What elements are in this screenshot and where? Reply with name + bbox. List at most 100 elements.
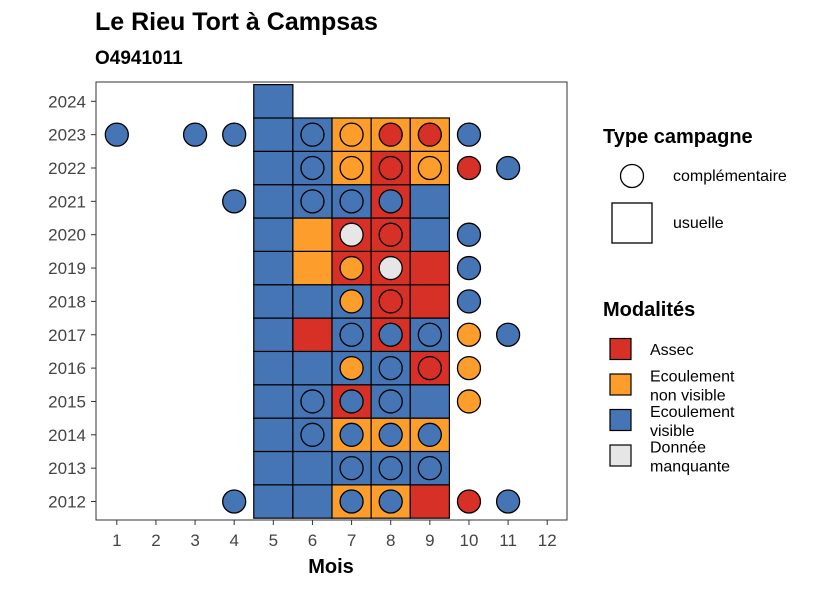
point-2012-8 bbox=[378, 489, 403, 514]
point-2012-7 bbox=[339, 489, 364, 514]
point-2017-7 bbox=[339, 322, 364, 347]
point-2012-10 bbox=[456, 489, 482, 514]
tile-2016-6 bbox=[292, 350, 333, 386]
y-tick-label: 2022 bbox=[48, 159, 86, 178]
tile-2014-5 bbox=[253, 417, 294, 453]
point-2021-7 bbox=[339, 189, 364, 214]
point-2014-7 bbox=[339, 422, 364, 447]
x-tick-label: 8 bbox=[386, 531, 395, 550]
point-2023-7 bbox=[339, 122, 364, 147]
point-2022-8 bbox=[378, 155, 403, 181]
legend-fill-title: Modalités bbox=[603, 299, 695, 321]
y-tick-label: 2014 bbox=[48, 426, 86, 445]
point-2014-8 bbox=[378, 422, 403, 447]
point-2022-10 bbox=[456, 155, 482, 181]
x-tick-label: 7 bbox=[347, 531, 356, 550]
point-2015-8 bbox=[378, 389, 403, 414]
point-2021-8 bbox=[378, 189, 403, 214]
point-2016-10 bbox=[456, 355, 482, 381]
point-2023-8 bbox=[378, 122, 403, 147]
point-2017-8 bbox=[378, 322, 403, 347]
point-2020-7 bbox=[339, 222, 364, 247]
tile-2018-6 bbox=[292, 284, 333, 319]
tile-2015-9 bbox=[409, 384, 451, 419]
legend-shape-title: Type campagne bbox=[603, 126, 753, 148]
point-2022-6 bbox=[300, 155, 325, 181]
legend-type-campagne: Type campagne complémentaire usuelle bbox=[603, 126, 787, 244]
point-2019-8 bbox=[378, 255, 403, 281]
tile-2019-9 bbox=[409, 250, 451, 286]
point-2013-8 bbox=[378, 455, 403, 481]
tile-2022-5 bbox=[253, 150, 294, 186]
point-2016-8 bbox=[378, 355, 403, 381]
y-tick-label: 2024 bbox=[48, 92, 86, 111]
x-tick-label: 4 bbox=[229, 531, 238, 550]
x-axis-label: Mois bbox=[308, 556, 354, 578]
y-tick-label: 2018 bbox=[48, 292, 86, 311]
point-2013-9 bbox=[417, 455, 442, 481]
x-tick-label: 11 bbox=[499, 531, 517, 550]
point-2017-11 bbox=[495, 322, 521, 347]
tile-2017-6 bbox=[292, 317, 333, 353]
point-2018-7 bbox=[339, 289, 364, 314]
point-2014-6 bbox=[300, 422, 325, 447]
y-tick-label: 2023 bbox=[48, 126, 86, 145]
legend-fill-key bbox=[609, 408, 632, 432]
y-tick-label: 2012 bbox=[48, 493, 86, 512]
x-tick-label: 5 bbox=[269, 531, 278, 550]
point-2019-7 bbox=[339, 255, 364, 281]
tile-2018-9 bbox=[409, 284, 451, 319]
legend-square-key bbox=[611, 202, 653, 244]
tile-2013-6 bbox=[292, 450, 333, 486]
x-tick-label: 9 bbox=[425, 531, 434, 550]
y-tick-label: 2021 bbox=[48, 192, 86, 211]
point-2014-9 bbox=[417, 422, 442, 447]
tile-2024-5 bbox=[253, 84, 294, 119]
point-2021-6 bbox=[300, 189, 325, 214]
point-2023-3 bbox=[182, 122, 208, 147]
y-tick-label: 2013 bbox=[48, 459, 86, 478]
tile-2012-6 bbox=[292, 484, 333, 519]
legend-fill-key bbox=[609, 444, 632, 467]
point-2020-8 bbox=[378, 222, 403, 247]
tile-2015-5 bbox=[253, 384, 294, 419]
x-tick-label: 12 bbox=[538, 531, 557, 550]
tile-2012-5 bbox=[253, 484, 294, 519]
tile-2016-5 bbox=[253, 350, 294, 386]
y-tick-label: 2020 bbox=[48, 226, 86, 245]
tile-2020-5 bbox=[253, 217, 294, 252]
legend-shape-label: usuelle bbox=[673, 215, 724, 232]
chart-subtitle: O4941011 bbox=[95, 48, 183, 69]
legend-fill-label: Donnée manquante bbox=[650, 440, 730, 476]
legend-fill-key bbox=[609, 373, 632, 396]
point-2022-9 bbox=[417, 155, 442, 181]
point-2023-10 bbox=[456, 122, 482, 147]
point-2015-10 bbox=[456, 389, 482, 414]
complementaire-points bbox=[104, 122, 521, 514]
legend-fill-label: Ecoulement non visible bbox=[650, 369, 735, 405]
legend-shape-label: complémentaire bbox=[673, 168, 787, 185]
y-tick-label: 2016 bbox=[48, 359, 86, 378]
point-2019-10 bbox=[456, 255, 482, 281]
point-2017-10 bbox=[456, 322, 482, 347]
point-2018-8 bbox=[378, 289, 403, 314]
point-2023-4 bbox=[222, 122, 247, 147]
legend-circle-key bbox=[619, 163, 645, 189]
point-2015-7 bbox=[339, 389, 364, 414]
legend-fill-label: Ecoulement visible bbox=[650, 404, 735, 440]
tile-2021-9 bbox=[409, 184, 451, 219]
point-2017-9 bbox=[417, 322, 442, 347]
tile-2020-9 bbox=[409, 217, 451, 252]
point-2023-1 bbox=[104, 122, 129, 147]
legend-fill-label: Assec bbox=[650, 342, 694, 359]
point-2018-10 bbox=[456, 289, 482, 314]
point-2023-9 bbox=[417, 122, 442, 147]
tile-2019-5 bbox=[253, 250, 294, 286]
tile-2012-9 bbox=[409, 484, 451, 519]
point-2020-10 bbox=[456, 222, 482, 247]
y-tick-label: 2015 bbox=[48, 392, 86, 411]
point-2012-4 bbox=[222, 489, 247, 514]
tile-2013-5 bbox=[253, 450, 294, 486]
